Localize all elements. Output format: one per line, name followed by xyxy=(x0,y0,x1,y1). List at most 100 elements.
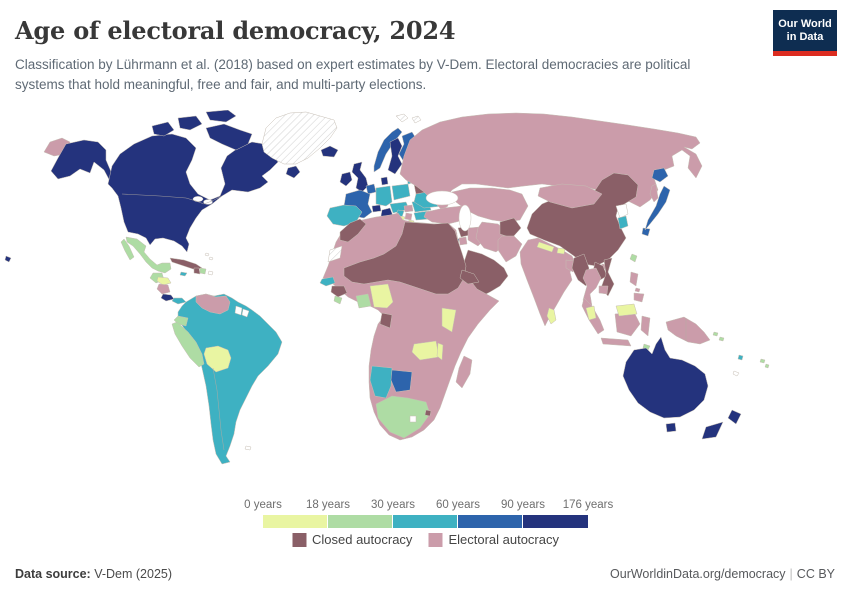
legend-categories: Closed autocracy Electoral autocracy xyxy=(291,532,559,547)
country-mexico[interactable] xyxy=(120,236,172,274)
country-sahel-closed-autocracies[interactable] xyxy=(343,221,467,295)
owid-logo[interactable]: Our World in Data xyxy=(773,10,837,56)
country-hungary[interactable] xyxy=(403,204,414,213)
country-australia[interactable] xyxy=(622,336,709,419)
country-madagascar[interactable] xyxy=(455,355,473,389)
country-new-caledonia[interactable] xyxy=(732,370,740,377)
owid-democracy-link[interactable]: OurWorldinData.org/democracy xyxy=(610,567,786,581)
us-canada-border xyxy=(121,193,223,205)
legend-segment-0-18[interactable] xyxy=(263,515,328,528)
country-namibia[interactable] xyxy=(369,365,393,399)
country-alaska[interactable] xyxy=(50,139,120,188)
country-india[interactable] xyxy=(519,237,577,327)
country-venezuela[interactable] xyxy=(195,293,231,315)
country-hawaii[interactable] xyxy=(4,255,12,263)
country-sweden[interactable] xyxy=(387,137,403,175)
country-tasmania[interactable] xyxy=(665,422,677,433)
country-bolivia[interactable] xyxy=(203,345,232,373)
country-greenland[interactable] xyxy=(261,111,338,165)
country-sierra-leone[interactable] xyxy=(333,295,343,305)
country-french-guiana[interactable] xyxy=(241,308,250,318)
country-japan[interactable] xyxy=(641,167,671,237)
country-sakhalin[interactable] xyxy=(649,183,659,203)
country-western-sahara[interactable] xyxy=(327,245,343,263)
world-choropleth-map[interactable] xyxy=(0,110,850,490)
country-south-america-democracies[interactable] xyxy=(177,293,283,465)
legend-electoral-autocracy[interactable]: Electoral autocracy xyxy=(428,532,559,547)
legend-tick-60: 60 years xyxy=(435,499,481,511)
country-morocco[interactable] xyxy=(339,218,367,243)
electoral-autocracy-label: Electoral autocracy xyxy=(448,532,560,547)
country-bhutan[interactable] xyxy=(556,247,566,255)
country-netherlands-belgium[interactable] xyxy=(365,183,377,195)
subtitle-line-2: systems that hold meaningful, free and f… xyxy=(15,77,427,92)
country-bahamas[interactable] xyxy=(204,252,214,261)
country-germany[interactable] xyxy=(375,185,393,207)
legend-segment-30-60[interactable] xyxy=(393,515,458,528)
country-falkland-islands[interactable] xyxy=(244,445,252,451)
country-north-korea[interactable] xyxy=(615,203,629,219)
country-poland[interactable] xyxy=(391,183,411,201)
country-suriname[interactable] xyxy=(234,305,243,316)
country-eswatini[interactable] xyxy=(424,409,432,417)
country-canada-newfoundland[interactable] xyxy=(285,165,301,179)
country-philippines[interactable] xyxy=(629,271,645,303)
legend-closed-autocracy[interactable]: Closed autocracy xyxy=(291,532,412,547)
country-serbia[interactable] xyxy=(404,212,413,221)
country-taiwan[interactable] xyxy=(629,253,638,263)
country-eritrea[interactable] xyxy=(459,269,480,285)
country-ghana-benin[interactable] xyxy=(355,293,372,309)
country-ireland[interactable] xyxy=(339,171,353,187)
country-nigeria[interactable] xyxy=(369,283,394,309)
legend-color-bar[interactable] xyxy=(263,515,588,528)
legend-segment-90-176[interactable] xyxy=(523,515,588,528)
legend-segment-18-30[interactable] xyxy=(328,515,393,528)
country-dominican-republic[interactable] xyxy=(199,267,207,275)
country-sri-lanka[interactable] xyxy=(546,307,557,325)
country-jamaica[interactable] xyxy=(179,271,188,277)
country-guinea[interactable] xyxy=(330,285,348,298)
country-new-zealand[interactable] xyxy=(701,409,742,440)
country-canada-arctic-islands[interactable] xyxy=(151,110,253,151)
country-nepal[interactable] xyxy=(536,241,555,253)
country-zambia[interactable] xyxy=(411,340,440,361)
country-gabon[interactable] xyxy=(379,312,393,329)
country-nicaragua[interactable] xyxy=(156,283,171,295)
country-norway[interactable] xyxy=(373,127,403,173)
country-south-africa[interactable] xyxy=(375,395,431,439)
country-botswana[interactable] xyxy=(390,369,413,393)
cc-by-link[interactable]: CC BY xyxy=(796,567,835,581)
country-haiti[interactable] xyxy=(193,267,201,275)
country-jordan[interactable] xyxy=(458,236,468,246)
legend-segment-60-90[interactable] xyxy=(458,515,523,528)
country-lesotho[interactable] xyxy=(409,415,417,423)
country-costa-rica[interactable] xyxy=(160,293,175,302)
country-south-korea[interactable] xyxy=(617,215,629,230)
country-united-kingdom[interactable] xyxy=(351,161,369,193)
country-indonesia[interactable] xyxy=(581,297,651,347)
country-us-canada[interactable] xyxy=(107,133,279,253)
country-bangladesh[interactable] xyxy=(565,259,575,273)
country-senegal[interactable] xyxy=(319,276,336,287)
country-new-guinea[interactable] xyxy=(665,316,711,345)
country-peru[interactable] xyxy=(171,321,205,368)
country-solomon-islands[interactable] xyxy=(712,331,725,342)
country-malawi[interactable] xyxy=(436,342,444,361)
country-mongolia[interactable] xyxy=(537,183,603,209)
country-vanuatu[interactable] xyxy=(737,354,744,361)
country-honduras[interactable] xyxy=(156,276,172,286)
country-pakistan[interactable] xyxy=(497,235,523,263)
data-source-value: V-Dem (2025) xyxy=(90,567,173,581)
page-title: Age of electoral democracy, 2024 xyxy=(15,16,456,45)
country-denmark[interactable] xyxy=(380,176,389,186)
country-switzerland[interactable] xyxy=(371,204,382,213)
country-puerto-rico[interactable] xyxy=(207,270,214,276)
country-malaysia[interactable] xyxy=(585,303,638,321)
country-fiji[interactable] xyxy=(759,358,770,369)
country-cambodia[interactable] xyxy=(598,285,609,295)
country-panama[interactable] xyxy=(171,297,187,305)
country-afghanistan[interactable] xyxy=(499,217,522,239)
country-iceland[interactable] xyxy=(320,145,339,158)
country-svalbard[interactable] xyxy=(395,113,422,124)
country-kenya[interactable] xyxy=(441,307,457,333)
